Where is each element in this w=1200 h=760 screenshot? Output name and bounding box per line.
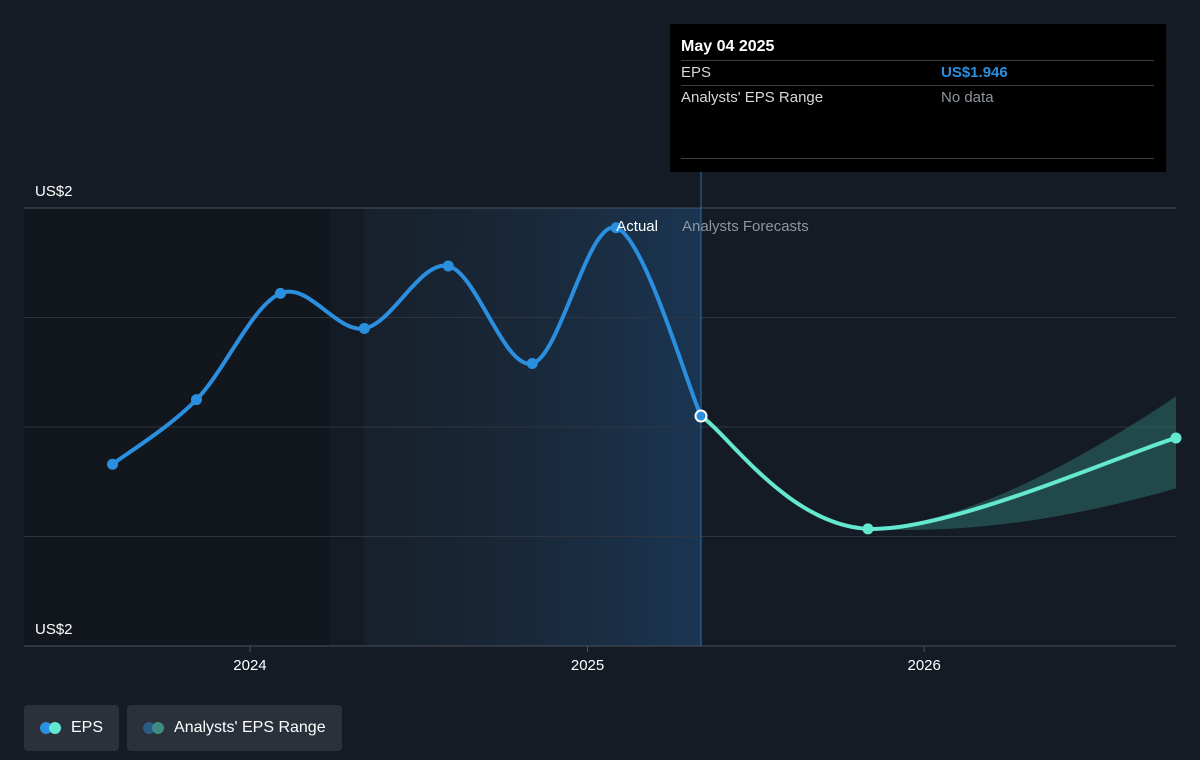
legend-eps-button[interactable]: EPS bbox=[24, 705, 120, 751]
gridlines bbox=[24, 207, 1176, 647]
actual-label: Actual bbox=[616, 218, 658, 235]
eps-point[interactable] bbox=[274, 287, 286, 299]
eps-point[interactable] bbox=[190, 394, 202, 406]
eps-point[interactable] bbox=[610, 222, 622, 234]
tooltip-row-range: Analysts' EPS Range No data bbox=[681, 85, 1154, 110]
tooltip-eps-label: EPS bbox=[681, 64, 712, 81]
legend-eps-label: EPS bbox=[71, 719, 104, 736]
legend-range-label: Analysts' EPS Range bbox=[174, 719, 326, 736]
current-eps-point[interactable] bbox=[694, 409, 708, 423]
y-label-bottom: US$2 bbox=[35, 621, 73, 638]
tooltip-range-value: No data bbox=[941, 89, 994, 106]
eps-dots-icon bbox=[40, 722, 61, 734]
tooltip-divider bbox=[681, 158, 1154, 159]
eps-point[interactable] bbox=[358, 322, 370, 334]
eps-point[interactable] bbox=[442, 260, 454, 272]
forecast-label: Analysts Forecasts bbox=[682, 218, 809, 235]
x-tick-label: 2025 bbox=[571, 657, 604, 674]
tooltip-date: May 04 2025 bbox=[681, 38, 775, 55]
tooltip: May 04 2025 EPS US$1.946 Analysts' EPS R… bbox=[670, 24, 1166, 172]
eps-chart: US$2 US$2 Actual Analysts Forecasts 2024… bbox=[24, 172, 1182, 674]
y-label-top: US$2 bbox=[35, 183, 73, 200]
forecast-point[interactable] bbox=[1170, 432, 1182, 444]
forecast-point[interactable] bbox=[862, 523, 874, 535]
tooltip-range-label: Analysts' EPS Range bbox=[681, 89, 824, 106]
legend: EPS Analysts' EPS Range bbox=[24, 705, 342, 751]
range-band bbox=[867, 396, 1176, 530]
tooltip-row-eps: EPS US$1.946 bbox=[681, 60, 1154, 85]
forecast-eps-line bbox=[698, 414, 1178, 531]
x-tick-label: 2024 bbox=[233, 657, 266, 674]
eps-point[interactable] bbox=[107, 458, 119, 470]
tooltip-eps-value: US$1.946 bbox=[941, 64, 1008, 81]
range-dots-icon bbox=[143, 722, 165, 734]
legend-range-button[interactable]: Analysts' EPS Range bbox=[127, 705, 342, 751]
eps-point[interactable] bbox=[526, 357, 538, 369]
x-tick-label: 2026 bbox=[908, 657, 941, 674]
